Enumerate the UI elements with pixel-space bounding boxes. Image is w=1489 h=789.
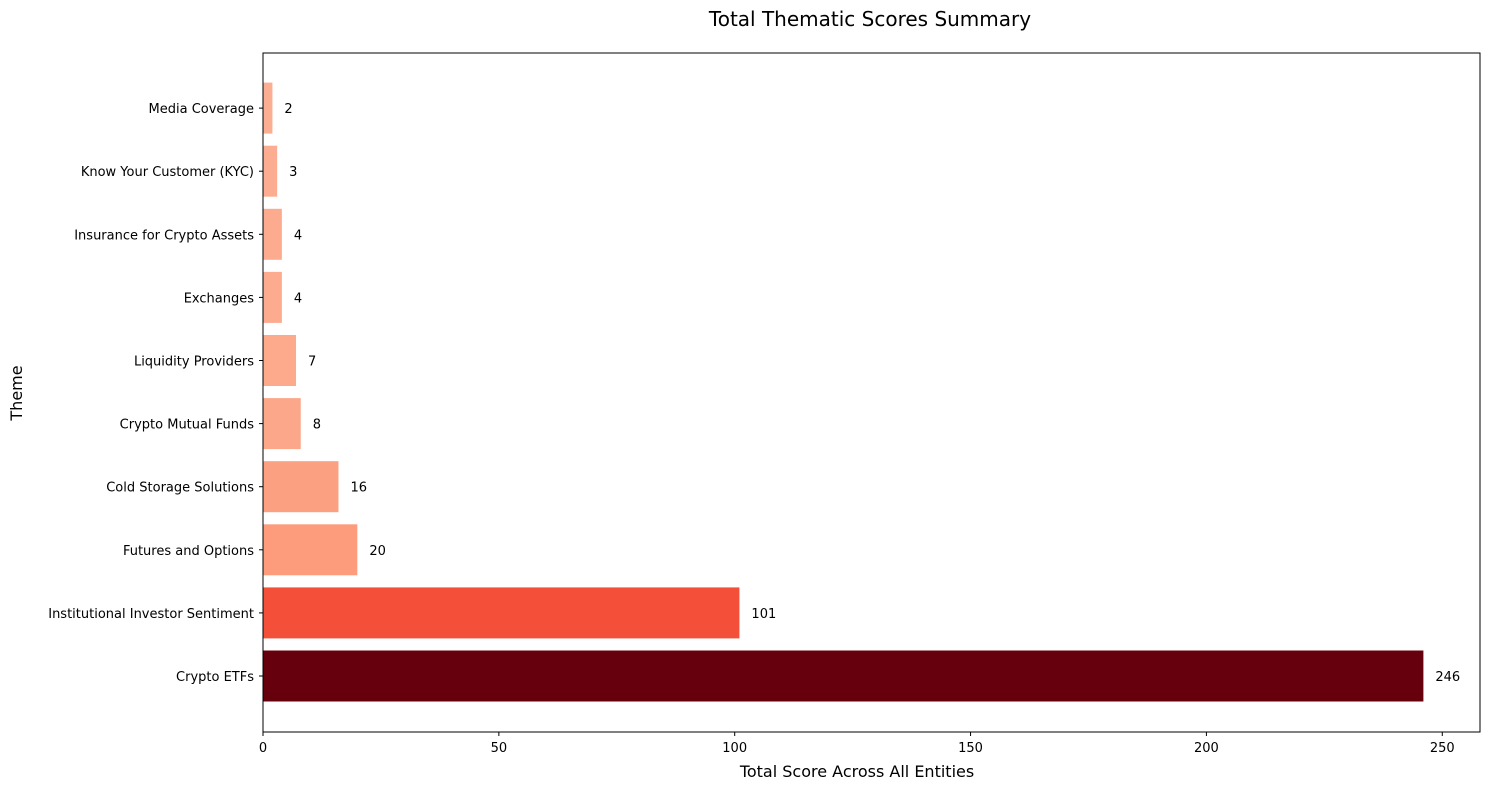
plot-frame xyxy=(262,52,1481,733)
data-label: 7 xyxy=(308,355,316,370)
x-axis-ticks: 0 50 100 150 200 250 xyxy=(259,732,1455,756)
bar xyxy=(263,587,740,639)
y-tick-label: Futures and Options xyxy=(123,544,254,559)
bar xyxy=(263,461,339,513)
data-label: 3 xyxy=(289,165,297,180)
x-tick-label: 50 xyxy=(491,741,508,756)
bar xyxy=(263,271,282,323)
y-axis-label: Theme xyxy=(7,365,26,421)
bar xyxy=(263,208,282,260)
data-label: 246 xyxy=(1435,670,1460,685)
y-tick-label: Institutional Investor Sentiment xyxy=(48,607,254,622)
bar xyxy=(263,335,297,386)
bar xyxy=(263,82,273,134)
chart-title: Total Thematic Scores Summary xyxy=(708,7,1031,31)
x-tick-label: 250 xyxy=(1430,741,1455,756)
x-tick-label: 200 xyxy=(1194,741,1219,756)
x-tick-label: 0 xyxy=(259,741,267,756)
y-tick-label: Media Coverage xyxy=(149,102,254,117)
data-label: 16 xyxy=(350,481,367,496)
bar xyxy=(263,524,358,576)
x-tick-label: 150 xyxy=(958,741,983,756)
y-tick-label: Exchanges xyxy=(184,291,255,306)
x-tick-label: 100 xyxy=(722,741,747,756)
y-tick-label: Crypto ETFs xyxy=(176,670,254,685)
y-tick-label: Liquidity Providers xyxy=(134,355,254,370)
y-tick-label: Crypto Mutual Funds xyxy=(120,418,255,433)
data-label: 8 xyxy=(313,418,321,433)
bar xyxy=(263,650,1424,702)
bar xyxy=(263,398,301,450)
y-tick-label: Insurance for Crypto Assets xyxy=(74,228,254,243)
y-axis-ticks: Crypto ETFs Institutional Investor Sentim… xyxy=(48,102,263,685)
bar xyxy=(263,145,278,197)
y-tick-label: Know Your Customer (KYC) xyxy=(81,165,254,180)
data-label: 4 xyxy=(294,291,302,306)
bars-group xyxy=(263,82,1424,702)
data-label: 2 xyxy=(284,102,292,117)
data-labels: 246 101 20 16 8 7 4 4 3 2 xyxy=(284,102,1460,685)
data-label: 101 xyxy=(751,607,776,622)
data-label: 4 xyxy=(294,228,302,243)
x-axis-label: Total Score Across All Entities xyxy=(739,762,974,781)
data-label: 20 xyxy=(369,544,386,559)
y-tick-label: Cold Storage Solutions xyxy=(106,481,254,496)
